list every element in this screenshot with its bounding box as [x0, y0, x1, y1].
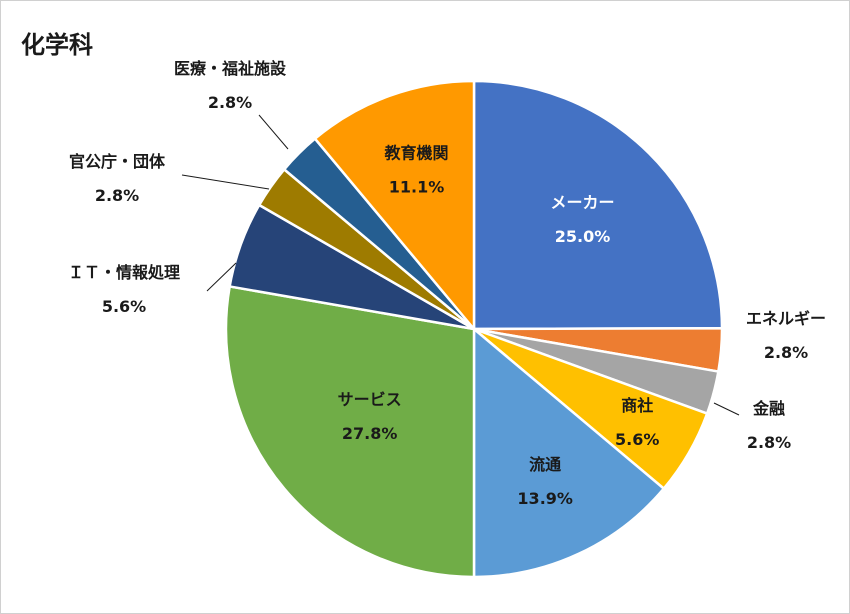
slice-label: 医療・福祉施設: [174, 59, 287, 78]
slice-label: メーカー: [551, 193, 615, 212]
slice-percent-label: 2.8%: [95, 186, 139, 205]
slice-percent-label: 11.1%: [389, 177, 445, 196]
slice-label: 教育機関: [384, 143, 448, 162]
slice-1: [472, 79, 724, 331]
slice-percent-label: 2.8%: [747, 433, 791, 452]
slice-5: [472, 327, 666, 579]
slice-percent-label: 5.6%: [615, 430, 659, 449]
chart-title: 化学科: [21, 31, 93, 59]
slice-6: [224, 285, 476, 579]
slice-percent-label: 27.8%: [342, 424, 398, 443]
slice-label: 官公庁・団体: [69, 152, 166, 171]
slice-percent-label: 2.8%: [208, 93, 252, 112]
slice-label: 商社: [621, 396, 653, 415]
slice-label: 金融: [752, 399, 785, 418]
slice-label: ＩＴ・情報処理: [68, 263, 180, 282]
slice-percent-label: 13.9%: [517, 489, 573, 508]
leader-line: [258, 114, 289, 150]
leader-line: [206, 262, 237, 292]
slice-label: 流通: [529, 455, 561, 474]
leader-line: [713, 402, 740, 416]
leader-line: [181, 174, 270, 190]
slice-percent-label: 2.8%: [764, 343, 808, 362]
slice-label: サービス: [338, 390, 402, 409]
slice-percent-label: 25.0%: [555, 227, 611, 246]
slice-label: エネルギー: [746, 309, 826, 328]
slice-10: [313, 79, 476, 331]
slice-percent-label: 5.6%: [102, 297, 146, 316]
